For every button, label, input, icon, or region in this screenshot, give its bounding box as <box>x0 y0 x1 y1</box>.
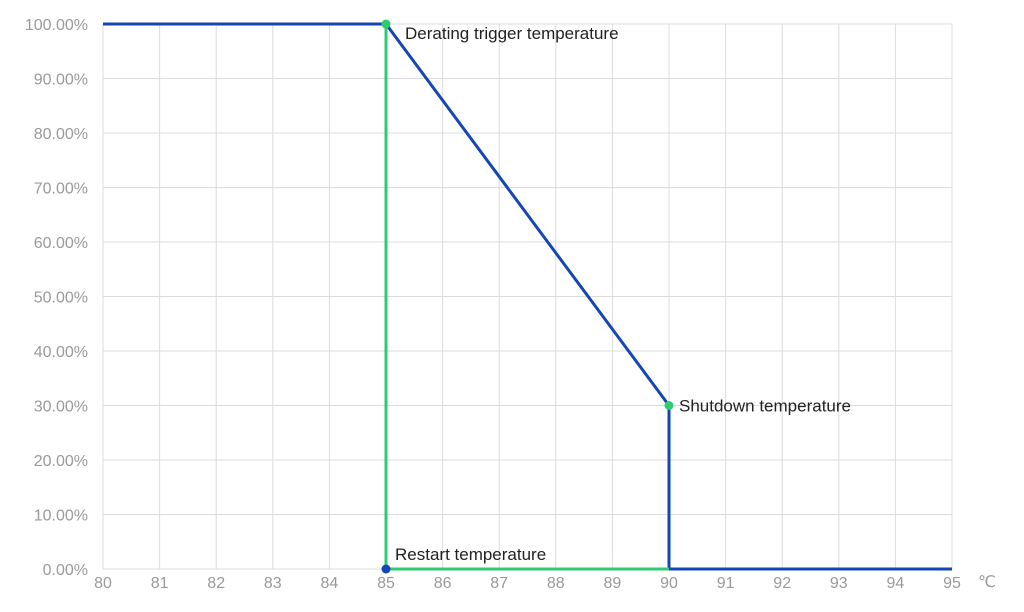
x-tick-label: 90 <box>660 575 678 592</box>
x-tick-label: 91 <box>717 575 735 592</box>
x-tick-label: 86 <box>434 575 452 592</box>
x-axis-unit: ℃ <box>978 574 996 591</box>
y-tick-label: 80.00% <box>34 126 88 143</box>
y-tick-label: 0.00% <box>43 562 88 579</box>
y-tick-label: 40.00% <box>34 344 88 361</box>
y-tick-label: 20.00% <box>34 453 88 470</box>
y-tick-label: 50.00% <box>34 290 88 307</box>
x-tick-label: 85 <box>377 575 395 592</box>
y-tick-label: 30.00% <box>34 399 88 416</box>
y-tick-label: 70.00% <box>34 181 88 198</box>
marker-label: Restart temperature <box>395 545 546 564</box>
x-axis-ticks: 80 81 82 83 84 85 86 87 88 89 90 91 92 93 94 95 <box>94 575 961 592</box>
x-tick-label: 92 <box>773 575 791 592</box>
x-tick-label: 83 <box>264 575 282 592</box>
x-tick-label: 87 <box>490 575 508 592</box>
x-tick-label: 94 <box>887 575 905 592</box>
x-tick-label: 88 <box>547 575 565 592</box>
marker-label: Derating trigger temperature <box>405 24 619 43</box>
marker-point <box>381 564 391 574</box>
x-tick-label: 84 <box>321 575 339 592</box>
x-tick-label: 81 <box>151 575 169 592</box>
marker-point <box>664 401 674 410</box>
x-tick-label: 95 <box>943 575 961 592</box>
x-tick-label: 93 <box>830 575 848 592</box>
y-tick-label: 100.00% <box>25 17 88 34</box>
y-axis-ticks: 0.00% 10.00% 20.00% 30.00% 40.00% 50.00% 60.00… <box>25 17 88 579</box>
y-tick-label: 90.00% <box>34 72 88 89</box>
marker-label: Shutdown temperature <box>679 397 851 416</box>
x-tick-label: 80 <box>94 575 112 592</box>
grid <box>102 23 953 570</box>
marker-point <box>381 19 391 29</box>
y-tick-label: 10.00% <box>34 508 88 525</box>
markers: Derating trigger temperature Shutdown tem… <box>381 19 851 574</box>
y-tick-label: 60.00% <box>34 235 88 252</box>
x-tick-label: 89 <box>604 575 622 592</box>
x-tick-label: 82 <box>207 575 225 592</box>
